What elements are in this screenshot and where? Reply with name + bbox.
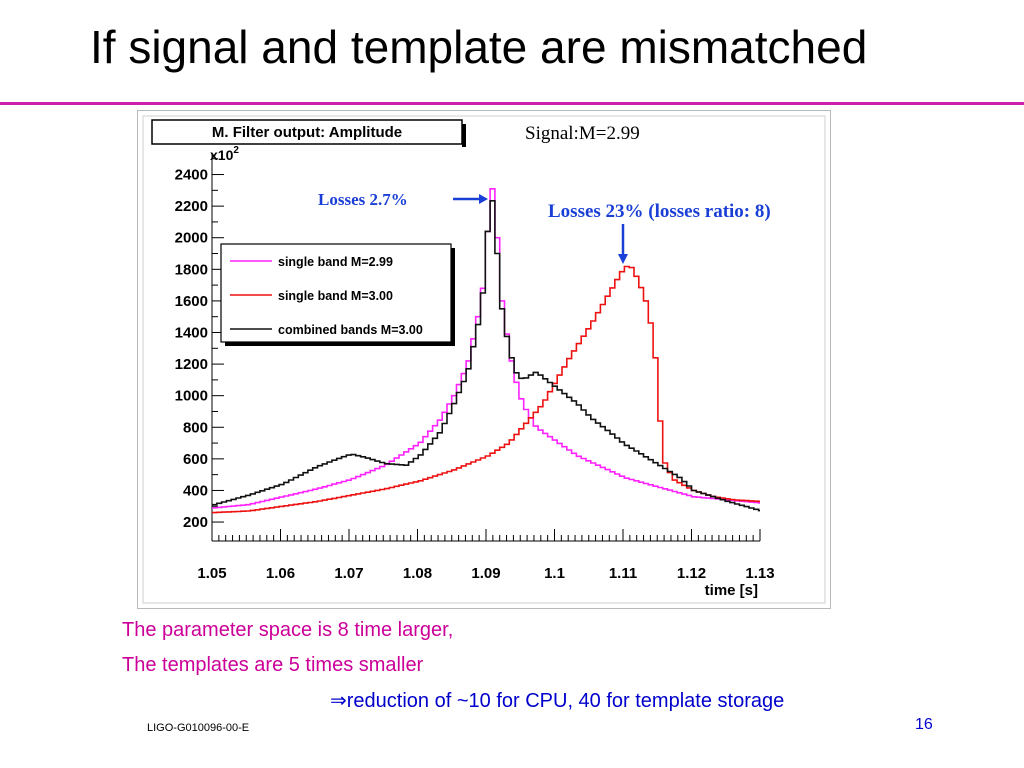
x-tick-label: 1.1 [544, 565, 565, 582]
x-tick-label: 1.07 [334, 565, 363, 582]
y-tick-label: 600 [183, 451, 208, 468]
x-tick-label: 1.13 [745, 565, 774, 582]
y-tick-label: 2000 [175, 230, 208, 247]
losses-broad-label: Losses 23% (losses ratio: 8) [548, 201, 771, 222]
y-tick-label: 200 [183, 514, 208, 531]
losses-broad-arrowhead [618, 254, 628, 264]
bullet-parameter-space: The parameter space is 8 time larger, [122, 619, 454, 641]
slide-title: If signal and template are mismatched [90, 21, 868, 73]
losses-narrow-label: Losses 2.7% [318, 190, 408, 209]
document-id: LIGO-G010096-00-E [147, 722, 250, 734]
y-multiplier-exponent: 2 [233, 145, 239, 156]
implies-arrow-icon: ⇒ [330, 690, 347, 712]
legend-label: single band M=3.00 [278, 289, 393, 303]
y-tick-label: 1200 [175, 356, 208, 373]
legend: single band M=2.99 single band M=3.00 comb… [220, 243, 455, 346]
x-tick-label: 1.08 [403, 565, 432, 582]
x-tick-label: 1.09 [471, 565, 500, 582]
y-tick-label: 800 [183, 419, 208, 436]
signal-annotation: Signal:M=2.99 [525, 123, 640, 144]
y-tick-label: 1800 [175, 261, 208, 278]
chart-canvas: M. Filter output: Amplitude x102 Signal:… [142, 115, 826, 604]
conclusion-line: ⇒reduction of ~10 for CPU, 40 for templa… [330, 688, 784, 713]
chart-title-box-shadow [462, 124, 466, 147]
x-tick-label: 1.06 [266, 565, 295, 582]
conclusion-text: reduction of ~10 for CPU, 40 for templat… [346, 690, 785, 712]
curves [212, 188, 760, 514]
y-tick-label: 2200 [175, 198, 208, 215]
series-line-3 [212, 200, 760, 512]
plot-background [142, 115, 826, 604]
y-tick-label: 2400 [175, 167, 208, 184]
x-tick-label: 1.05 [197, 565, 226, 582]
axes: 1.05 1.06 1.07 1.08 1.09 1.1 1.11 1.12 1.13time … [175, 154, 775, 599]
page-number: 16 [915, 716, 933, 733]
chart-title-box [151, 119, 463, 145]
chart-panel: M. Filter output: Amplitude x102 Signal:… [137, 110, 831, 609]
title-divider [0, 102, 1024, 105]
y-tick-label: 1000 [175, 388, 208, 405]
y-tick-label: 1600 [175, 293, 208, 310]
chart-title: M. Filter output: Amplitude [212, 124, 402, 141]
losses-narrow-arrowhead [479, 194, 488, 204]
x-axis-label: time [s] [705, 582, 758, 599]
legend-label: single band M=2.99 [278, 255, 393, 269]
y-tick-label: 1400 [175, 324, 208, 341]
bullet-template-size: The templates are 5 times smaller [122, 654, 424, 676]
annotations: Losses 2.7% Losses 23% (losses ratio: 8) [318, 190, 771, 264]
legend-label: combined bands M=3.00 [278, 323, 423, 337]
x-tick-label: 1.12 [677, 565, 706, 582]
x-tick-label: 1.11 [609, 565, 637, 582]
y-tick-label: 400 [183, 482, 208, 499]
